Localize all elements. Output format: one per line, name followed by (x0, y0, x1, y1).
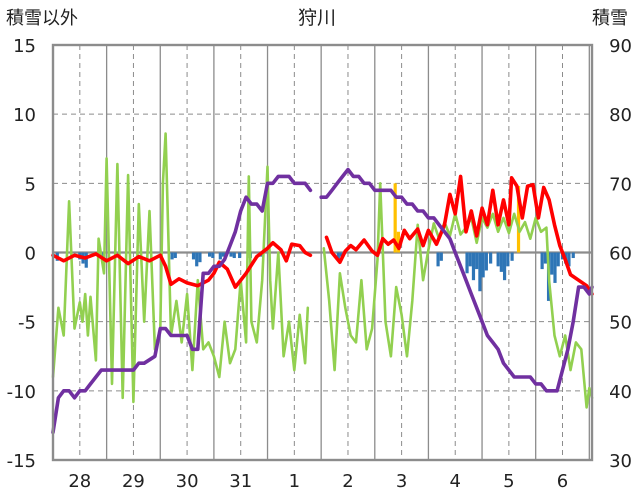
right-tick-label: 50 (609, 313, 632, 334)
right-tick-label: 70 (609, 174, 632, 195)
wind-series-line (51, 132, 310, 404)
precip-bar-blue (478, 252, 482, 292)
precip-bar-orange (516, 186, 521, 253)
precip-bar-blue (496, 252, 500, 267)
left-tick-label: 5 (25, 174, 36, 195)
right-tick-label: 40 (609, 382, 632, 403)
x-tick-label: 6 (557, 471, 568, 492)
precip-bar-blue (550, 252, 554, 275)
left-tick-label: -10 (7, 382, 36, 403)
precip-bar-blue (170, 252, 174, 260)
temperature-series-line (324, 174, 594, 296)
precip-bar-blue (229, 252, 233, 257)
x-tick-label: 3 (396, 471, 407, 492)
precip-bar-orange (393, 183, 397, 253)
precip-bar-blue (208, 252, 212, 257)
precip-bar-blue (339, 252, 344, 257)
precip-bar-blue (468, 252, 472, 267)
temperature-series-line (51, 241, 313, 289)
precip-bar-blue (510, 252, 514, 261)
precip-bar-blue (475, 252, 479, 270)
x-tick-label: 5 (503, 471, 514, 492)
precip-bar-blue (173, 252, 177, 259)
right-tick-label: 90 (609, 36, 632, 57)
precip-bar-blue (571, 252, 575, 259)
left-tick-label: -5 (18, 313, 36, 334)
left-tick-label: 15 (13, 36, 36, 57)
precip-bar-blue (211, 252, 215, 259)
x-tick-label: 2 (342, 471, 353, 492)
left-axis-label: 積雪以外 (6, 8, 78, 29)
plot-frame (51, 43, 594, 462)
precip-bar-blue (436, 252, 440, 267)
precip-bar-blue (481, 252, 485, 278)
precip-bar-blue (499, 252, 503, 272)
snow_depth-series-line (319, 167, 594, 393)
left-tick-label: 0 (25, 244, 36, 265)
x-tick-label: 31 (229, 471, 252, 492)
precip-bar-orange (396, 231, 400, 253)
left-tick-label: -15 (7, 451, 36, 472)
x-tick-label: 29 (122, 471, 145, 492)
x-tick-label: 1 (289, 471, 300, 492)
right-tick-label: 30 (609, 451, 632, 472)
right-tick-label: 80 (609, 105, 632, 126)
precip-bar-blue (191, 252, 196, 260)
precip-bar-blue (543, 252, 547, 264)
precip-bar-blue (471, 252, 476, 281)
right-tick-label: 60 (609, 244, 632, 265)
precipitation-bars (55, 183, 575, 301)
precip-bar-blue (465, 252, 469, 274)
precip-bar-blue (232, 252, 236, 259)
precip-bar-blue (567, 252, 571, 267)
precip-bar-blue (218, 252, 222, 260)
precip-bar-blue (84, 252, 88, 268)
wind-series-line (322, 182, 594, 409)
precip-bar-blue (195, 252, 199, 267)
precip-bar-blue (439, 252, 443, 261)
precip-bar-blue (553, 252, 557, 283)
precip-bar-blue (198, 252, 202, 263)
snow_depth-series-line (51, 174, 313, 435)
precip-bar-blue (540, 252, 544, 270)
precip-bar-blue (556, 252, 560, 267)
precip-bar-blue (484, 252, 488, 271)
series-lines (51, 132, 594, 435)
x-tick-label: 30 (176, 471, 199, 492)
precip-bar-blue (336, 252, 340, 260)
x-tick-label: 28 (68, 471, 91, 492)
precip-bar-blue (506, 252, 510, 267)
plot-area-border (51, 43, 594, 462)
chart-title: 狩川 (298, 7, 336, 29)
left-tick-label: 10 (13, 105, 36, 126)
precip-bar-blue (502, 252, 507, 281)
precip-bar-blue (221, 252, 226, 257)
precip-bar-blue (489, 252, 493, 264)
right-axis-label: 積雪 (592, 8, 628, 29)
x-tick-label: 4 (450, 471, 461, 492)
precip-bar-blue (238, 252, 242, 259)
